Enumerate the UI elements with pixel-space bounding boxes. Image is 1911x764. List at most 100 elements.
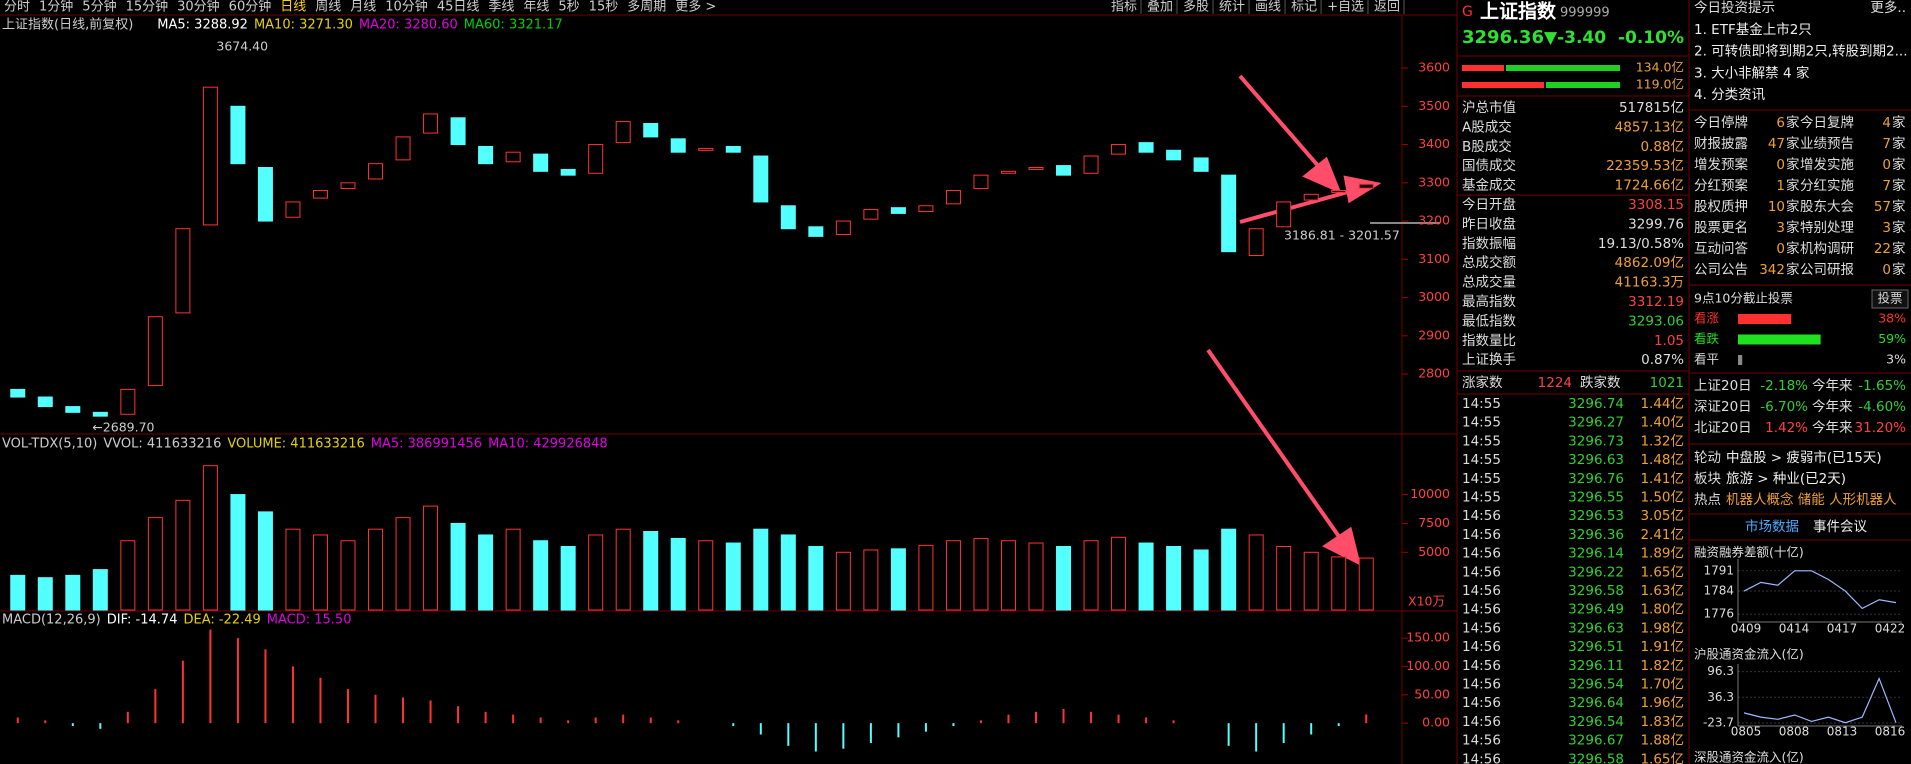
period-button[interactable]: 年线 xyxy=(523,0,549,15)
trade-price: 3296.63 xyxy=(1568,452,1624,468)
stat-label: 昨日收盘 xyxy=(1462,215,1516,232)
vote-button[interactable] xyxy=(1871,289,1909,309)
event-unit: 家 xyxy=(1892,198,1906,215)
trade-amount: 1.80亿 xyxy=(1640,602,1684,618)
index-label: 深证20日 xyxy=(1694,399,1752,415)
candle xyxy=(670,138,686,153)
event-unit: 家 xyxy=(1892,177,1906,194)
period-button[interactable]: 日线 xyxy=(280,0,306,15)
label: 上证指数(日线,前复权) xyxy=(2,17,133,33)
tool-button[interactable]: 标记 xyxy=(1291,0,1317,15)
candle xyxy=(1303,193,1319,201)
candle xyxy=(10,388,26,398)
candle xyxy=(175,228,191,314)
y-tick-label: 2800 xyxy=(1418,366,1450,381)
period-button[interactable]: 多周期 xyxy=(627,0,666,15)
candle xyxy=(395,136,411,161)
event-count: 0 xyxy=(1776,157,1785,173)
rotation-value[interactable]: 机器人概念 储能 人形机器人 xyxy=(1726,491,1897,508)
event-count: 22 xyxy=(1874,241,1891,257)
volume-legend: VOLUME: 411633216 xyxy=(227,437,364,452)
period-button[interactable]: 10分钟 xyxy=(385,0,428,15)
mini-title: 融资融券差额(十亿) xyxy=(1694,545,1804,560)
volume-bar xyxy=(478,534,494,611)
period-button[interactable]: 月线 xyxy=(350,0,376,15)
period-button[interactable]: 1分钟 xyxy=(39,0,73,15)
tool-button[interactable]: 统计 xyxy=(1219,0,1245,15)
tool-button[interactable]: 叠加 xyxy=(1147,0,1173,15)
tool-button[interactable]: 画线 xyxy=(1255,0,1281,15)
volume-bar xyxy=(340,540,356,611)
tool-button[interactable]: 返回 xyxy=(1374,0,1400,15)
more-link[interactable]: 更多.. xyxy=(1870,0,1906,16)
tool-button[interactable]: 多股 xyxy=(1183,0,1209,15)
vote-pct: 38% xyxy=(1878,311,1906,326)
tool-button[interactable]: 指标 xyxy=(1111,0,1137,15)
candle xyxy=(423,113,439,134)
vote-button-label[interactable]: 投票 xyxy=(1877,291,1902,306)
period-button[interactable]: 更多 > xyxy=(675,0,716,15)
stat-value: 1724.66亿 xyxy=(1615,178,1684,194)
candle xyxy=(65,406,81,413)
mini-x-tick: 0816 xyxy=(1875,725,1906,739)
mini-y-tick: 96.3 xyxy=(1707,664,1734,678)
event-count: 7 xyxy=(1882,136,1891,152)
volume-legend: MA5: 386991456 xyxy=(371,437,482,452)
candle xyxy=(588,144,604,174)
volume-bar xyxy=(1331,556,1347,611)
stat-value: 1.05 xyxy=(1654,333,1684,349)
tab[interactable]: 事件会议 xyxy=(1813,519,1867,535)
candle xyxy=(312,189,328,199)
period-button[interactable]: 季线 xyxy=(488,0,514,15)
event-count: 4 xyxy=(1882,115,1891,131)
candle xyxy=(1000,170,1016,174)
mini-y-tick: -23.7 xyxy=(1703,716,1734,730)
mini-title: 深股通资金流入(亿) xyxy=(1694,750,1804,764)
news-item[interactable]: 4. 分类资讯 xyxy=(1694,87,1766,103)
stat-label: 指数振幅 xyxy=(1462,236,1516,252)
mini-line xyxy=(1743,676,1897,724)
candle xyxy=(835,220,851,235)
rotation-value[interactable]: 旅游 > 种业(已2天) xyxy=(1726,471,1846,487)
period-button[interactable]: 45日线 xyxy=(437,0,480,15)
tab[interactable]: 市场数据 xyxy=(1745,518,1799,535)
volume-bar xyxy=(973,537,989,611)
event-unit: 家 xyxy=(1892,240,1906,257)
period-button[interactable]: 30分钟 xyxy=(177,0,220,15)
candle xyxy=(1056,165,1072,176)
volume-bar xyxy=(1000,540,1016,611)
period-button[interactable]: 15秒 xyxy=(589,0,619,15)
vote-bar xyxy=(1738,334,1821,345)
candle xyxy=(643,123,659,138)
quote-name: 上证指数 xyxy=(1480,0,1557,23)
index-value: 31.20% xyxy=(1855,420,1907,436)
candle xyxy=(1193,157,1209,172)
trade-amount: 3.05亿 xyxy=(1640,508,1684,524)
candle xyxy=(1028,167,1044,170)
event-count: 47 xyxy=(1768,136,1785,152)
period-button[interactable]: 5秒 xyxy=(558,0,579,15)
tool-button[interactable]: +自选 xyxy=(1327,0,1364,15)
trade-price: 3296.54 xyxy=(1568,714,1624,730)
news-item[interactable]: 1. ETF基金上市2只 xyxy=(1694,21,1812,38)
volume-bar xyxy=(10,574,26,611)
volume-legend: VVOL: 411633216 xyxy=(103,437,221,452)
trade-amount: 1.91亿 xyxy=(1640,639,1684,655)
volume-bar xyxy=(643,531,659,611)
candle xyxy=(808,226,824,237)
event-label: 增发实施 xyxy=(1800,157,1854,173)
volume-bar xyxy=(230,494,246,611)
period-button[interactable]: 周线 xyxy=(315,0,341,15)
rotation-value[interactable]: 中盘股 > 疲弱市(已15天) xyxy=(1726,449,1882,466)
event-unit: 家 xyxy=(1786,240,1800,257)
period-button[interactable]: 分时 xyxy=(4,0,30,15)
period-button[interactable]: 15分钟 xyxy=(126,0,169,15)
mini-x-tick: 0813 xyxy=(1827,725,1858,739)
news-item[interactable]: 2. 可转债即将到期2只,转股到期2... xyxy=(1694,44,1908,60)
news-item[interactable]: 3. 大小非解禁 4 家 xyxy=(1694,64,1810,81)
period-button[interactable]: 5分钟 xyxy=(82,0,116,15)
event-count: 342 xyxy=(1759,262,1785,278)
period-button[interactable]: 60分钟 xyxy=(229,0,272,15)
volume-bar xyxy=(1193,549,1209,611)
index-value: -4.60% xyxy=(1858,399,1906,415)
